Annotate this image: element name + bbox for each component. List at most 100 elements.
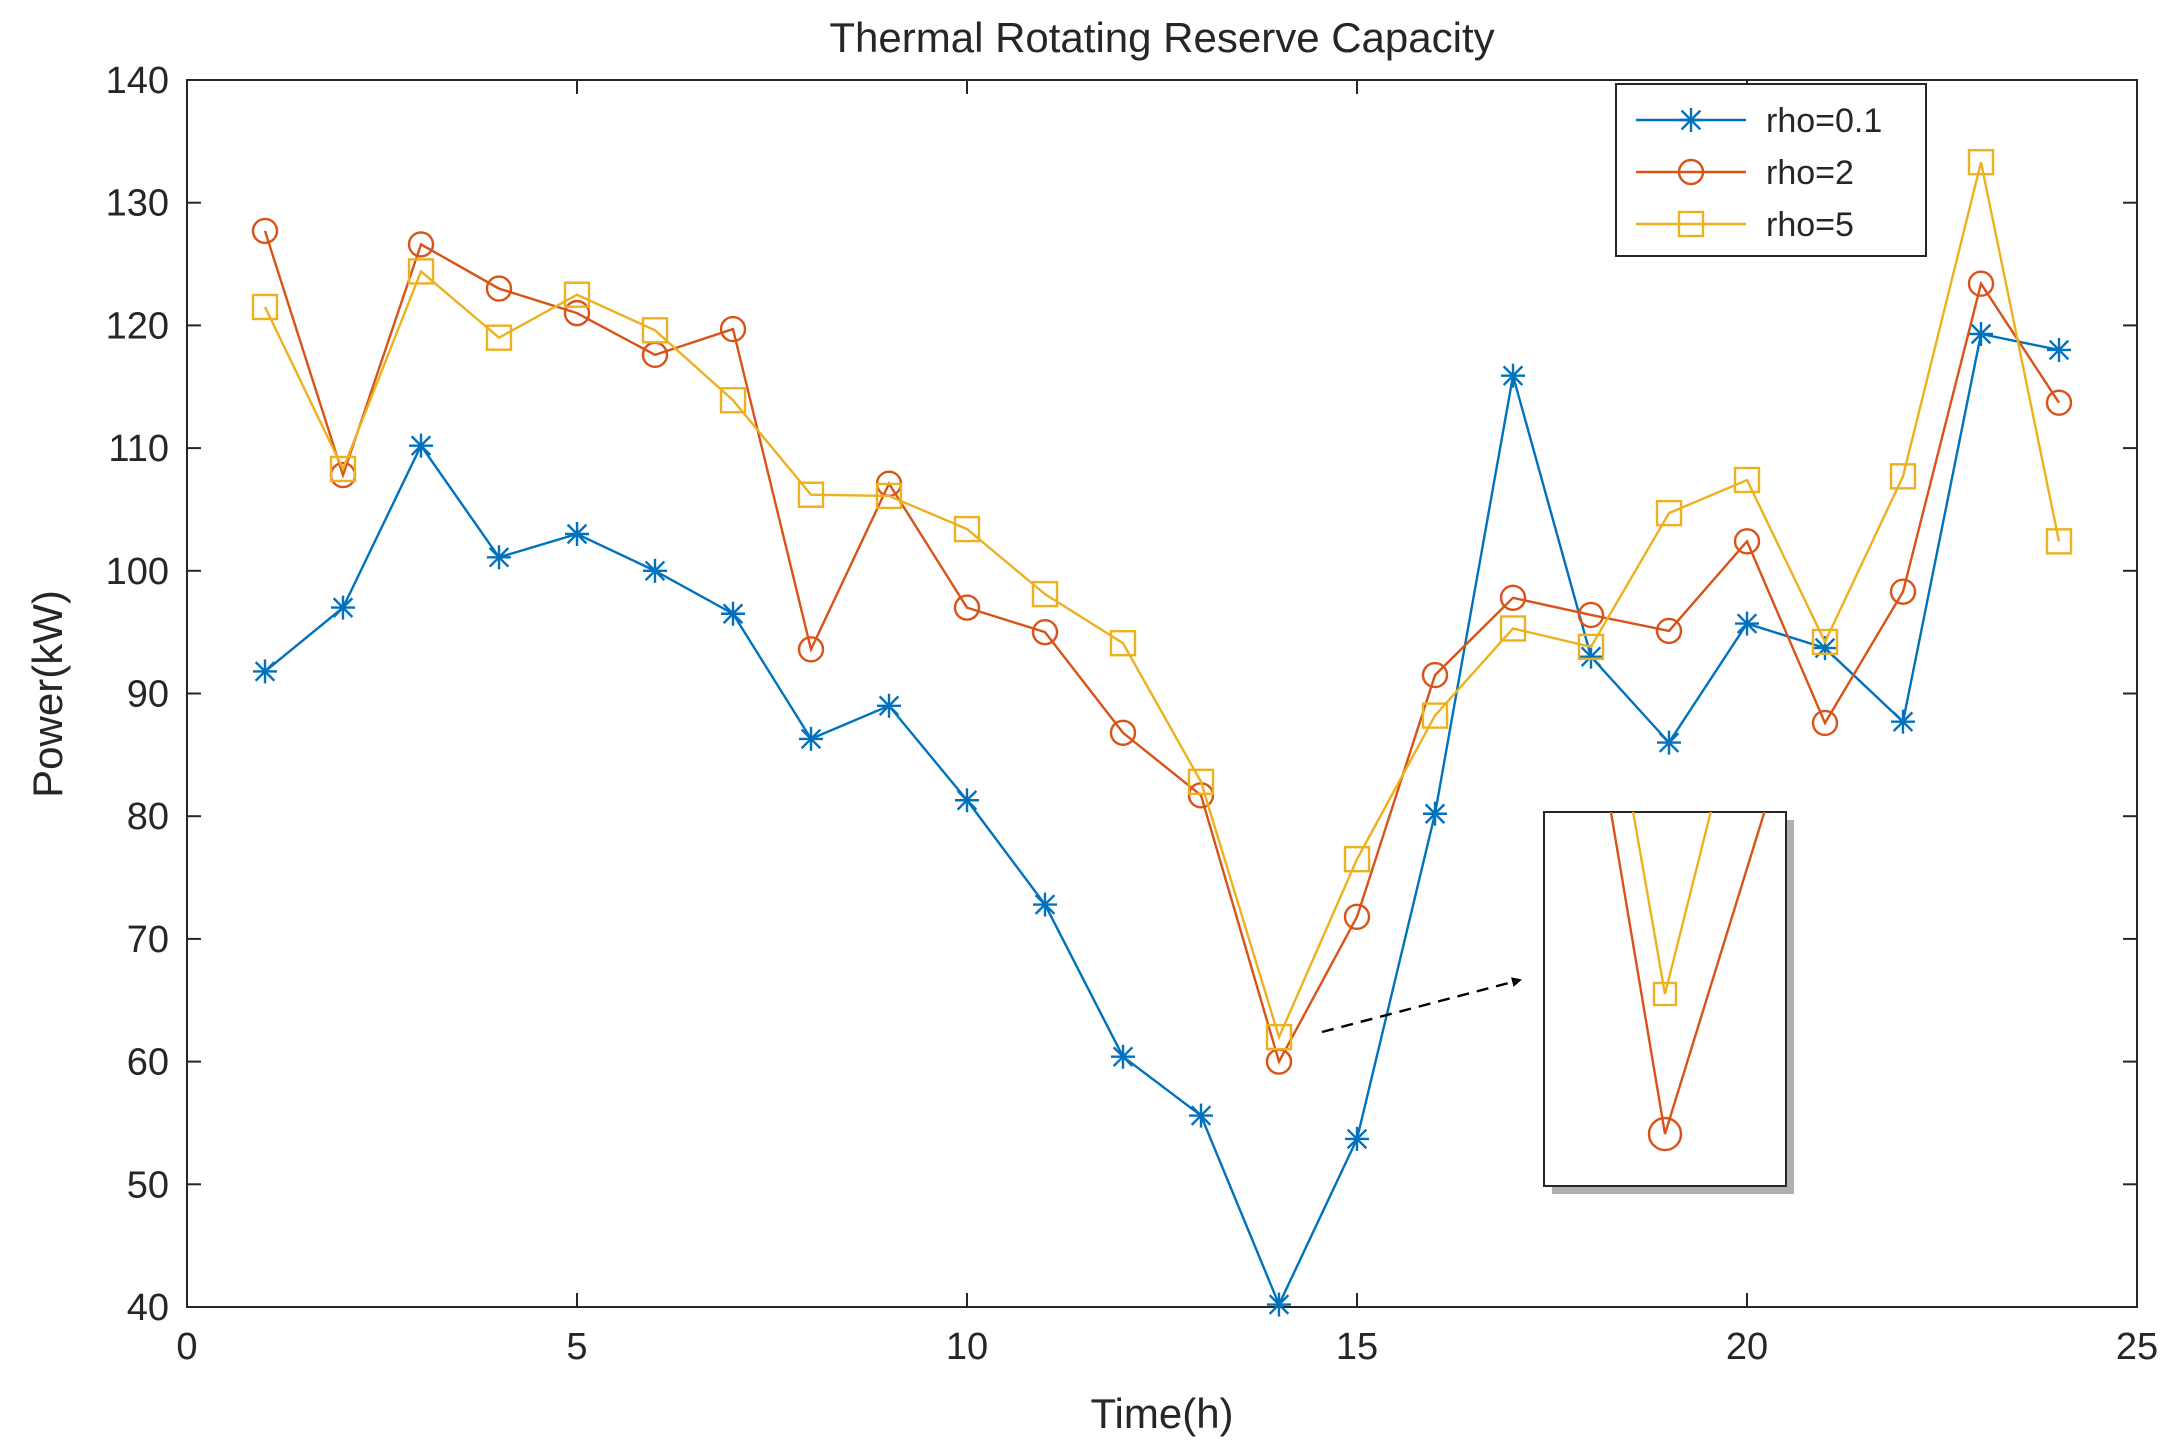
data-point bbox=[1811, 709, 1839, 737]
legend-box bbox=[1615, 83, 1927, 257]
data-point bbox=[1657, 730, 1681, 755]
data-point bbox=[1579, 644, 1603, 669]
x-tick-label: 10 bbox=[946, 1326, 988, 1368]
data-point bbox=[1889, 463, 1917, 490]
y-tick-label: 140 bbox=[106, 60, 169, 102]
series-layer bbox=[251, 149, 2073, 1317]
data-point bbox=[563, 281, 591, 308]
data-point bbox=[2045, 389, 2073, 416]
plot-area bbox=[186, 79, 2138, 1308]
data-point bbox=[407, 258, 435, 285]
y-tick-label: 40 bbox=[127, 1287, 169, 1329]
data-point bbox=[797, 481, 825, 508]
data-point bbox=[1969, 321, 1993, 346]
data-point bbox=[251, 293, 279, 321]
data-point bbox=[565, 521, 589, 546]
data-point bbox=[1421, 702, 1449, 729]
data-point bbox=[1187, 768, 1215, 796]
inset-series-line bbox=[1609, 812, 1766, 1135]
x-tick-label: 20 bbox=[1726, 1326, 1768, 1368]
data-point bbox=[1733, 528, 1761, 555]
data-point bbox=[1499, 584, 1527, 611]
data-point bbox=[1109, 719, 1137, 746]
legend: rho=0.1 rho=2 rho=5 bbox=[1615, 83, 1927, 257]
zoom-inset bbox=[1543, 811, 1794, 1194]
inset-series-line bbox=[1631, 812, 1712, 995]
legend-label: rho=2 bbox=[1766, 154, 1854, 192]
data-point bbox=[955, 788, 979, 813]
y-axis-label: Power(kW) bbox=[24, 590, 71, 798]
data-point bbox=[1423, 801, 1447, 826]
data-point bbox=[1577, 601, 1605, 629]
data-point bbox=[721, 601, 745, 626]
y-tick-label: 90 bbox=[127, 674, 169, 716]
zoom-annotation bbox=[1321, 977, 1522, 1034]
legend-label: rho=5 bbox=[1766, 206, 1854, 244]
data-point bbox=[1265, 1023, 1293, 1051]
data-point bbox=[1733, 466, 1761, 494]
data-point bbox=[1735, 611, 1759, 636]
legend-label: rho=0.1 bbox=[1766, 102, 1882, 140]
data-point bbox=[1343, 845, 1371, 873]
x-tick-label: 15 bbox=[1336, 1326, 1378, 1368]
series-rho=5 bbox=[251, 149, 2073, 1051]
legend-entry: rho=5 bbox=[1636, 206, 1854, 244]
legend-entry: rho=0.1 bbox=[1636, 102, 1882, 140]
data-point bbox=[797, 636, 825, 663]
data-point bbox=[485, 275, 513, 302]
data-point bbox=[1655, 499, 1683, 527]
chart-title: Thermal Rotating Reserve Capacity bbox=[829, 14, 1494, 61]
data-point bbox=[329, 455, 357, 483]
inset-data-point bbox=[1647, 1116, 1683, 1152]
data-point bbox=[1267, 1292, 1291, 1317]
zoom-arrow bbox=[1321, 977, 1522, 1034]
data-point bbox=[1967, 270, 1995, 297]
data-point bbox=[1421, 661, 1449, 689]
series-line bbox=[264, 332, 2060, 1308]
data-point bbox=[1655, 617, 1683, 645]
x-tick-label: 5 bbox=[566, 1326, 587, 1368]
series-rho=2 bbox=[251, 217, 2073, 1075]
data-point bbox=[1811, 628, 1839, 656]
legend-entry: rho=2 bbox=[1636, 154, 1854, 192]
data-point bbox=[1343, 903, 1371, 931]
y-tick-label: 110 bbox=[108, 428, 169, 470]
data-point bbox=[1967, 149, 1995, 176]
tick-labels: 0 5 10 15 20 25 40 50 60 70 80 90 100 110 120 130 140 bbox=[106, 60, 2159, 1368]
y-tick-label: 130 bbox=[106, 183, 169, 225]
data-point bbox=[719, 315, 747, 343]
data-point bbox=[877, 693, 901, 718]
data-point bbox=[2045, 528, 2073, 555]
data-point bbox=[875, 482, 903, 510]
legend-marker bbox=[1677, 210, 1705, 238]
data-point bbox=[485, 324, 513, 351]
legend-marker bbox=[1677, 158, 1705, 186]
data-point bbox=[643, 558, 667, 583]
data-point bbox=[953, 594, 981, 621]
y-tick-label: 120 bbox=[106, 305, 169, 347]
x-axis-label: Time(h) bbox=[1090, 1390, 1233, 1437]
series-rho=0.1 bbox=[253, 321, 2071, 1317]
data-point bbox=[1109, 629, 1137, 657]
y-tick-label: 80 bbox=[127, 796, 169, 838]
data-point bbox=[251, 217, 279, 245]
data-point bbox=[409, 433, 433, 458]
data-point bbox=[1031, 618, 1059, 646]
x-tick-label: 0 bbox=[176, 1326, 197, 1368]
data-point bbox=[1499, 615, 1527, 642]
data-point bbox=[1577, 633, 1605, 661]
data-point bbox=[407, 231, 435, 258]
data-point bbox=[487, 545, 511, 570]
series-line bbox=[263, 230, 2061, 1065]
data-point bbox=[1891, 709, 1915, 734]
data-point bbox=[1889, 578, 1917, 605]
data-point bbox=[2047, 337, 2071, 362]
data-point bbox=[563, 299, 591, 327]
y-tick-label: 50 bbox=[127, 1164, 169, 1206]
data-point bbox=[641, 317, 669, 344]
inset-data-point bbox=[1652, 981, 1678, 1007]
data-point bbox=[1189, 1103, 1213, 1128]
data-point bbox=[1345, 1126, 1369, 1151]
